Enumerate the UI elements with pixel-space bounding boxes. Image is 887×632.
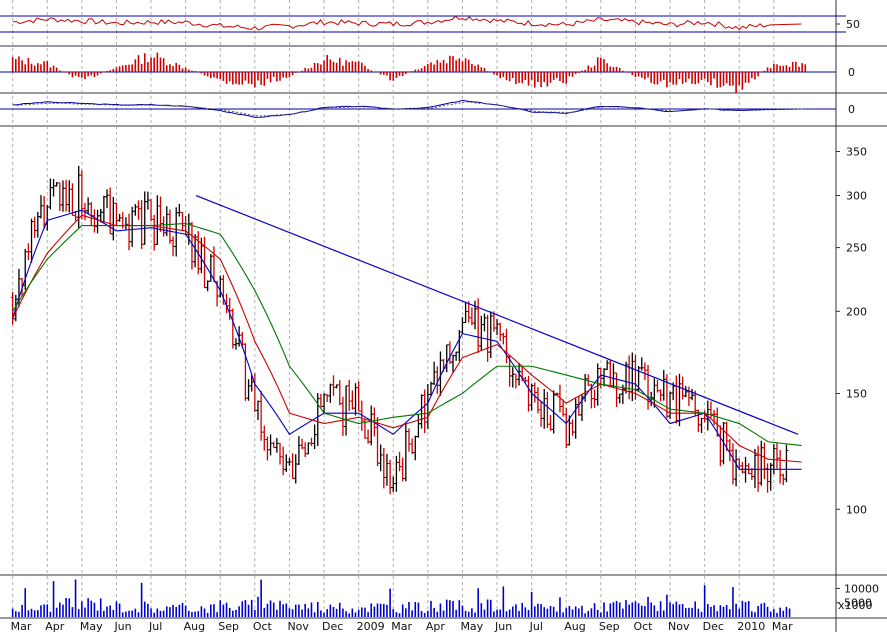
- x-tick-label: Nov: [287, 620, 309, 632]
- x-tick-label: Aug: [564, 620, 585, 632]
- moving-average-line: [12, 222, 802, 447]
- trendline: [195, 194, 799, 435]
- rsi-y-tick-label: 50: [846, 18, 860, 31]
- x-tick-label: Mar: [772, 620, 793, 632]
- rsi-line: [12, 15, 802, 31]
- price-y-tick-label: 150: [846, 387, 867, 400]
- price-y-tick-label: 350: [846, 145, 867, 158]
- x-tick-label: Apr: [45, 620, 65, 632]
- x-tick-label: Jun: [494, 620, 512, 632]
- x-tick-label: Apr: [426, 620, 446, 632]
- x-tick-label: Jul: [148, 620, 162, 632]
- x-tick-label: Nov: [668, 620, 690, 632]
- x-tick-label: Mar: [391, 620, 412, 632]
- x-tick-label: Jun: [113, 620, 131, 632]
- macd-signal-line: [16, 101, 806, 117]
- x-tick-label: Oct: [253, 620, 273, 632]
- price-y-tick-label: 100: [846, 503, 867, 516]
- x-tick-label: Sep: [218, 620, 239, 632]
- moving-average-line: [12, 214, 802, 463]
- x-tick-label: Aug: [184, 620, 205, 632]
- volume-unit-label: x1000: [838, 599, 873, 612]
- x-tick-label: Mar: [11, 620, 32, 632]
- x-tick-label: 2009: [357, 620, 385, 632]
- volume-y-tick-label: 10000: [844, 582, 879, 595]
- x-tick-label: Dec: [322, 620, 343, 632]
- x-tick-label: Jul: [529, 620, 543, 632]
- x-tick-label: May: [80, 620, 103, 632]
- macd-y-tick-label: 0: [848, 103, 855, 116]
- x-tick-label: Dec: [703, 620, 724, 632]
- volume-y-tick-label: 5000: [844, 597, 872, 610]
- price-y-tick-label: 300: [846, 190, 867, 203]
- x-tick-label: May: [460, 620, 483, 632]
- histogram-y-tick-label: 0: [848, 66, 855, 79]
- x-tick-label: 2010: [737, 620, 765, 632]
- price-y-tick-label: 250: [846, 242, 867, 255]
- x-tick-label: Oct: [633, 620, 653, 632]
- x-tick-label: Sep: [599, 620, 620, 632]
- price-y-tick-label: 200: [846, 305, 867, 318]
- moving-average-line: [12, 209, 802, 470]
